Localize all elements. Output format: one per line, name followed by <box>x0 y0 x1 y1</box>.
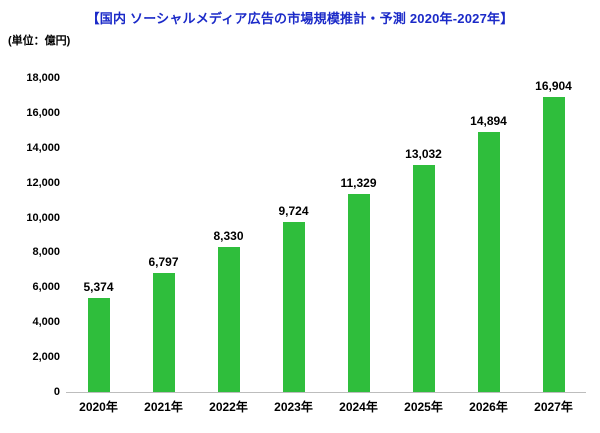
y-axis-tick-label: 0 <box>53 386 60 398</box>
y-axis-tick-label: 14,000 <box>26 141 60 154</box>
bar <box>477 132 500 392</box>
bar <box>87 298 110 392</box>
bar-group: 6,797 <box>131 78 196 392</box>
bar-group: 9,724 <box>261 78 326 392</box>
x-axis-category-label: 2024年 <box>339 400 378 414</box>
x-axis-category-label: 2026年 <box>469 400 508 414</box>
y-axis: 0 2,000 4,000 6,000 8,000 10,000 12,000 14,000 1… <box>6 72 60 398</box>
bar-group: 8,330 <box>196 78 261 392</box>
bar-plot: 5,374 6,797 8,330 9,724 11,329 13,032 14,894 16… <box>66 78 586 393</box>
chart-plot-area: 0 2,000 4,000 6,000 8,000 10,000 12,000 14,000 1… <box>26 72 586 398</box>
bar <box>412 164 435 392</box>
y-axis-tick-label: 16,000 <box>26 106 60 119</box>
bar-value-label: 16,904 <box>535 79 572 94</box>
bar-value-label: 11,329 <box>340 176 377 191</box>
x-axis-category-label: 2022年 <box>209 400 248 414</box>
y-axis-tick-label: 8,000 <box>32 246 60 259</box>
bar-value-label: 6,797 <box>148 255 179 270</box>
bar-value-label: 9,724 <box>278 204 309 219</box>
bar-group: 11,329 <box>326 78 391 392</box>
chart-title: 【国内 ソーシャルメディア広告の市場規模推計・予測 2020年-2027年】 <box>86 11 514 26</box>
y-axis-tick-label: 12,000 <box>26 176 60 189</box>
bar-value-label: 13,032 <box>405 146 442 161</box>
bar-value-label: 5,374 <box>83 280 114 295</box>
y-axis-tick-label: 6,000 <box>32 281 60 294</box>
bar-group: 5,374 <box>66 78 131 392</box>
x-axis-category-label: 2023年 <box>274 400 313 414</box>
x-axis-category-label: 2021年 <box>144 400 183 414</box>
bar <box>282 222 305 392</box>
x-axis-category-label: 2027年 <box>534 400 573 414</box>
unit-label: (単位：億円) <box>8 35 71 47</box>
bar-value-label: 14,894 <box>470 114 507 129</box>
bar <box>542 97 565 392</box>
bar-value-label: 8,330 <box>213 228 244 243</box>
bar-group: 16,904 <box>521 78 586 392</box>
x-axis-labels: 2020年 2021年 2022年 2023年 2024年 2025年 2026年 2027年 <box>66 398 586 415</box>
y-axis-tick-label: 2,000 <box>32 351 60 364</box>
y-axis-tick-label: 18,000 <box>26 72 60 84</box>
bar <box>152 273 175 392</box>
bar <box>347 194 370 392</box>
chart-page: 【国内 ソーシャルメディア広告の市場規模推計・予測 2020年-2027年】 (… <box>8 11 586 415</box>
y-axis-tick-label: 4,000 <box>32 316 60 329</box>
bar-group: 13,032 <box>391 78 456 392</box>
bar <box>217 246 240 392</box>
x-axis-category-label: 2025年 <box>404 400 443 414</box>
y-axis-tick-label: 10,000 <box>26 211 60 224</box>
bar-group: 14,894 <box>456 78 521 392</box>
x-axis-category-label: 2020年 <box>79 400 118 414</box>
